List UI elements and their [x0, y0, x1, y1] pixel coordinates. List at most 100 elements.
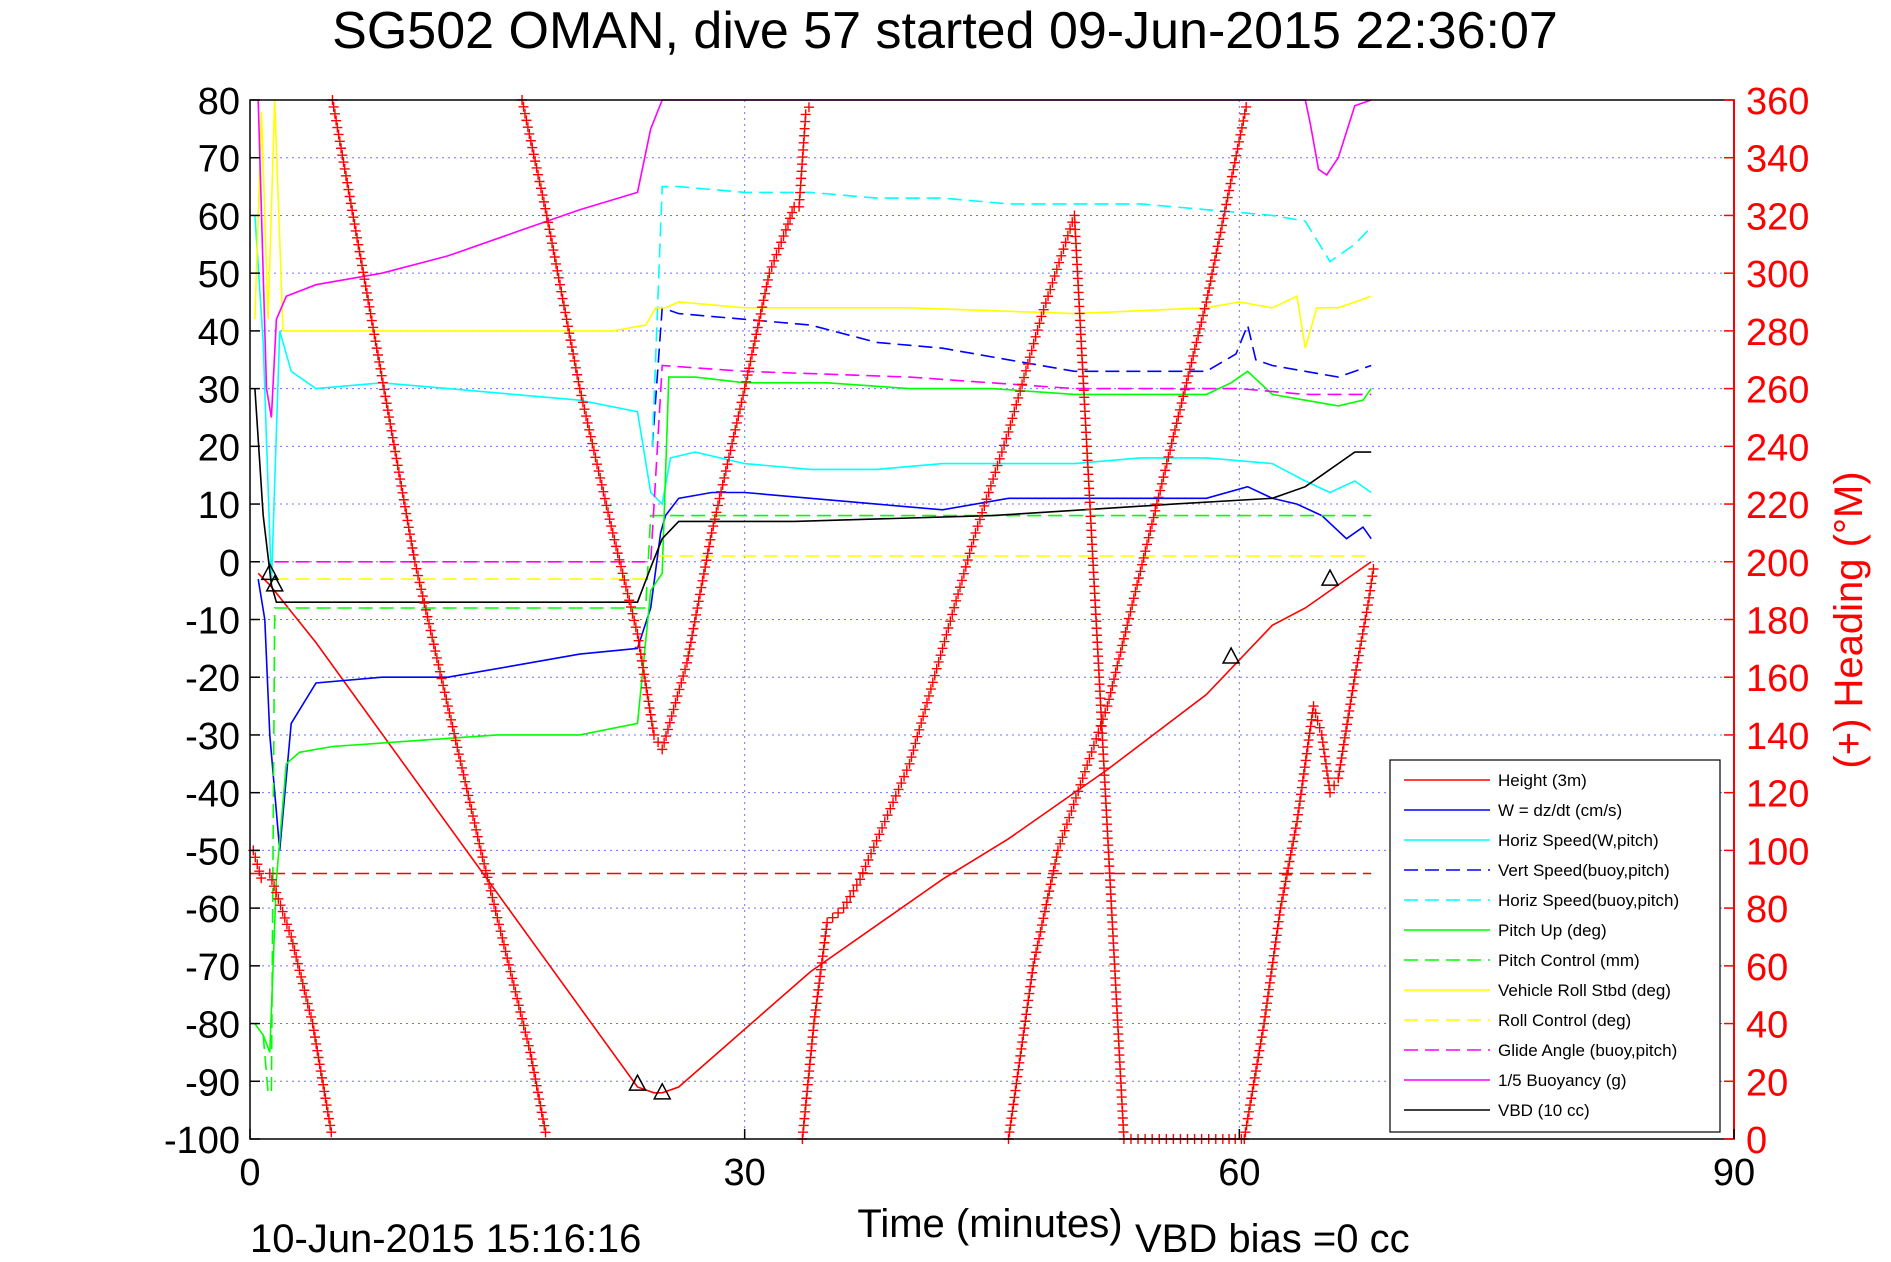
- heading-marker-138: [450, 735, 461, 746]
- heading-marker-882: [1295, 789, 1306, 800]
- heading-marker-470: [949, 602, 960, 613]
- heading-marker-83: [374, 356, 385, 367]
- heading-marker-463: [935, 650, 946, 661]
- heading-marker-796: [1191, 337, 1202, 348]
- heading-marker-861: [1271, 930, 1282, 941]
- heading-marker-25: [302, 998, 313, 1009]
- heading-marker-104: [400, 501, 411, 512]
- heading-marker-438: [879, 816, 890, 827]
- heading-marker-14: [284, 925, 295, 936]
- heading-marker-239: [574, 383, 585, 394]
- heading-marker-238: [573, 376, 584, 387]
- heading-marker-478: [964, 548, 975, 559]
- heading-marker-483: [974, 514, 985, 525]
- heading-marker-681: [1006, 1113, 1017, 1124]
- heading-marker-487: [983, 487, 994, 498]
- heading-marker-28: [307, 1018, 318, 1029]
- heading-marker-256: [601, 500, 612, 511]
- heading-marker-293: [659, 737, 670, 748]
- heading-marker-188: [530, 1074, 541, 1085]
- heading-marker-857: [1267, 957, 1278, 968]
- heading-marker-53: [337, 150, 348, 161]
- heading-marker-915: [1339, 732, 1350, 743]
- heading-marker-339: [730, 424, 741, 435]
- heading-marker-147: [464, 797, 475, 808]
- heading-marker-938: [1367, 571, 1378, 582]
- heading-marker-139: [452, 742, 463, 753]
- heading-marker-85: [376, 370, 387, 381]
- y-tick-label-14: -60: [185, 889, 240, 931]
- heading-marker-333: [720, 466, 731, 477]
- heading-marker-35: [315, 1066, 326, 1077]
- heading-marker-782: [1168, 431, 1179, 442]
- heading-marker-34: [314, 1059, 325, 1070]
- heading-marker-783: [1170, 424, 1181, 435]
- heading-marker-95: [388, 439, 399, 450]
- heading-marker-721: [1055, 838, 1066, 849]
- heading-marker-429: [855, 874, 866, 885]
- heading-marker-94: [387, 432, 398, 443]
- heading-marker-279: [636, 655, 647, 666]
- heading-marker-357: [757, 302, 768, 313]
- heading-marker-71: [359, 274, 370, 285]
- heading-marker-257: [603, 507, 614, 518]
- y-tick-label-11: -30: [185, 716, 240, 758]
- heading-marker-114: [413, 570, 424, 581]
- heading-marker-213: [540, 203, 551, 214]
- heading-marker-904: [1321, 766, 1332, 777]
- heading-marker-367: [776, 237, 787, 248]
- heading-marker-352: [749, 336, 760, 347]
- heading-marker-356: [755, 308, 766, 319]
- heading-marker-176: [512, 993, 523, 1004]
- heading-marker-73: [361, 287, 372, 298]
- heading-marker-515: [1040, 297, 1051, 308]
- heading-marker-854: [1264, 977, 1275, 988]
- heading-marker-84: [375, 363, 386, 374]
- heading-marker-241: [577, 397, 588, 408]
- heading-marker-911: [1335, 759, 1346, 770]
- heading-marker-879: [1293, 809, 1304, 820]
- heading-marker-264: [614, 554, 625, 565]
- heading-marker-27: [306, 1011, 317, 1022]
- heading-marker-434: [868, 842, 879, 853]
- heading-marker-60: [345, 198, 356, 209]
- heading-marker-271: [625, 601, 636, 612]
- y-tick-label-15: -70: [185, 947, 240, 989]
- heading-marker-113: [411, 563, 422, 574]
- heading-marker-433: [866, 848, 877, 859]
- heading-marker-15: [286, 931, 297, 942]
- heading-marker-916: [1340, 726, 1351, 737]
- heading-marker-265: [616, 561, 626, 572]
- heading-marker-12: [279, 912, 290, 923]
- heading-marker-410: [812, 991, 823, 1002]
- heading-marker-820: [1226, 171, 1237, 182]
- heading-marker-887: [1300, 755, 1311, 766]
- heading-marker-840: [1249, 1072, 1260, 1083]
- heading-marker-409: [811, 998, 822, 1009]
- y2-tick-label-14: 80: [1746, 889, 1788, 931]
- heading-marker-775: [1156, 478, 1167, 489]
- heading-marker-355: [754, 315, 765, 326]
- heading-marker-781: [1166, 438, 1177, 449]
- heading-marker-388: [803, 102, 814, 113]
- heading-marker-342: [734, 404, 745, 415]
- heading-marker-416: [817, 951, 828, 962]
- heading-marker-867: [1278, 889, 1289, 900]
- heading-marker-877: [1290, 823, 1301, 834]
- heading-marker-226: [557, 293, 568, 304]
- heading-marker-851: [1261, 998, 1272, 1009]
- heading-marker-64: [350, 225, 361, 236]
- heading-marker-236: [570, 362, 581, 373]
- heading-marker-62: [348, 212, 359, 223]
- heading-marker-93: [386, 425, 397, 436]
- heading-marker-137: [449, 728, 460, 739]
- footer-vbd-bias: VBD bias =0 cc: [1135, 1217, 1410, 1261]
- heading-marker-245: [584, 424, 595, 435]
- heading-marker-344: [738, 390, 749, 401]
- heading-marker-684: [1009, 1092, 1020, 1103]
- right-axis-label: (+) Heading (°M): [1827, 471, 1871, 768]
- heading-marker-699: [1024, 988, 1035, 999]
- heading-marker-230: [562, 321, 573, 332]
- heading-marker-182: [522, 1033, 533, 1044]
- heading-marker-184: [525, 1047, 536, 1058]
